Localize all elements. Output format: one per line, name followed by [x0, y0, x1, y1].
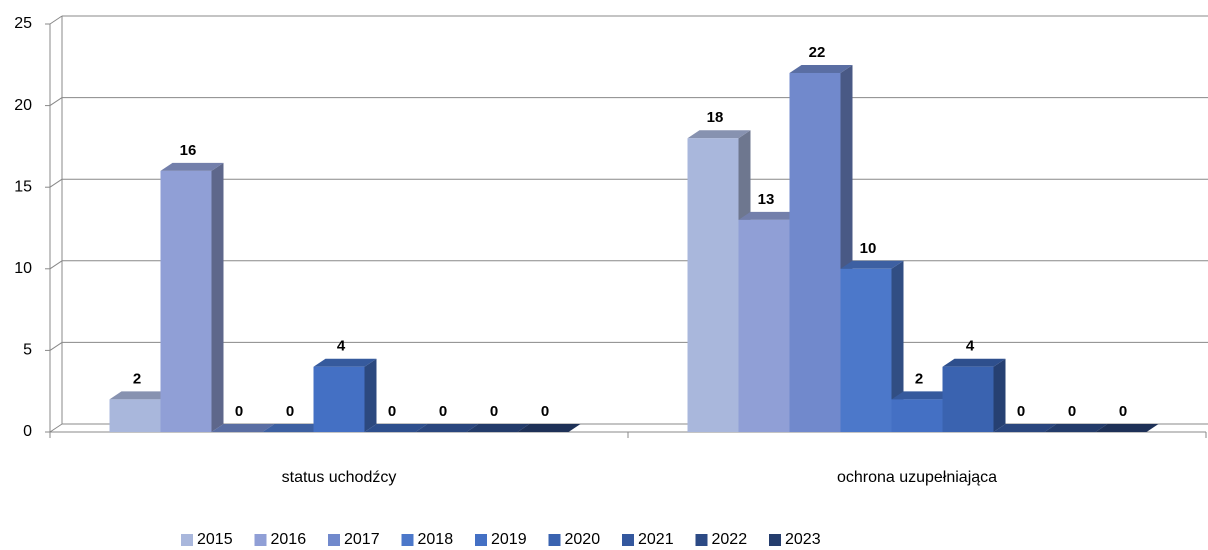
- legend-label: 2023: [785, 531, 821, 548]
- data-label: 10: [860, 240, 877, 257]
- grid-line-side: [49, 423, 63, 433]
- bar: [738, 219, 790, 432]
- y-tick-label: 5: [23, 342, 32, 359]
- data-label: 0: [388, 403, 396, 420]
- bar-side: [211, 162, 224, 432]
- bar-top: [313, 358, 377, 367]
- bar-side: [993, 358, 1006, 432]
- data-label: 0: [1017, 403, 1025, 420]
- legend-swatch: [695, 534, 708, 546]
- bar: [109, 399, 161, 432]
- bar-top: [211, 424, 275, 432]
- bar: [942, 366, 994, 432]
- legend-label: 2017: [344, 531, 380, 548]
- bar-top: [364, 424, 428, 432]
- bar-top: [517, 424, 581, 432]
- bar-top: [840, 260, 904, 269]
- data-label: 0: [1119, 403, 1127, 420]
- bar-top: [466, 424, 530, 432]
- bar-top: [891, 391, 955, 400]
- grid-line-side: [49, 260, 63, 270]
- data-label: 4: [337, 338, 346, 355]
- y-tick-label: 15: [14, 178, 32, 195]
- bar-top: [687, 130, 751, 139]
- bar: [160, 170, 212, 432]
- data-label: 13: [758, 191, 775, 208]
- bar-top: [789, 64, 853, 73]
- legend-label: 2020: [565, 531, 601, 548]
- bar: [313, 366, 365, 432]
- y-tick-label: 20: [14, 97, 32, 114]
- data-label: 0: [439, 403, 447, 420]
- x-tick-label: status uchodźcy: [282, 469, 397, 486]
- grid-line-side: [49, 178, 63, 188]
- bar-top: [738, 211, 802, 220]
- bar: [891, 399, 943, 432]
- legend-label: 2019: [491, 531, 527, 548]
- grid-line-side: [49, 341, 63, 351]
- data-label: 22: [809, 44, 826, 61]
- data-label: 2: [915, 370, 923, 387]
- legend-label: 2016: [271, 531, 307, 548]
- legend-swatch: [181, 534, 193, 546]
- bar: [840, 268, 892, 432]
- data-label: 18: [707, 109, 724, 126]
- legend-label: 2022: [712, 531, 748, 548]
- data-label: 0: [286, 403, 294, 420]
- bar-top: [262, 424, 326, 432]
- y-tick-label: 10: [14, 260, 32, 277]
- legend-label: 2018: [418, 531, 454, 548]
- legend-swatch: [401, 534, 414, 546]
- data-label: 4: [966, 338, 975, 355]
- legend-swatch: [548, 534, 561, 546]
- bar-top: [160, 162, 224, 171]
- legend-swatch: [254, 534, 267, 546]
- data-label: 0: [1068, 403, 1076, 420]
- bar-side: [891, 260, 904, 432]
- y-tick-label: 0: [23, 423, 32, 440]
- bar-top: [942, 358, 1006, 367]
- data-label: 0: [490, 403, 498, 420]
- bar: [789, 72, 841, 433]
- grid-line-side: [49, 15, 63, 25]
- legend-label: 2021: [638, 531, 674, 548]
- legend-swatch: [769, 534, 781, 546]
- y-tick-label: 25: [14, 15, 32, 32]
- bar: [687, 138, 739, 433]
- bar-top: [415, 424, 479, 432]
- data-label: 0: [235, 403, 243, 420]
- legend-label: 2015: [197, 531, 233, 548]
- data-label: 0: [541, 403, 549, 420]
- bar-top: [1095, 424, 1159, 432]
- legend-swatch: [328, 534, 340, 546]
- bar-top: [993, 424, 1057, 432]
- legend-swatch: [475, 534, 487, 546]
- x-tick-label: ochrona uzupełniająca: [837, 469, 997, 486]
- bar-top: [1044, 424, 1108, 432]
- data-label: 2: [133, 370, 141, 387]
- bar-side: [364, 358, 377, 432]
- legend-swatch: [622, 534, 634, 546]
- bar-top: [109, 391, 173, 400]
- grid-line-side: [49, 97, 63, 107]
- data-label: 16: [180, 142, 197, 159]
